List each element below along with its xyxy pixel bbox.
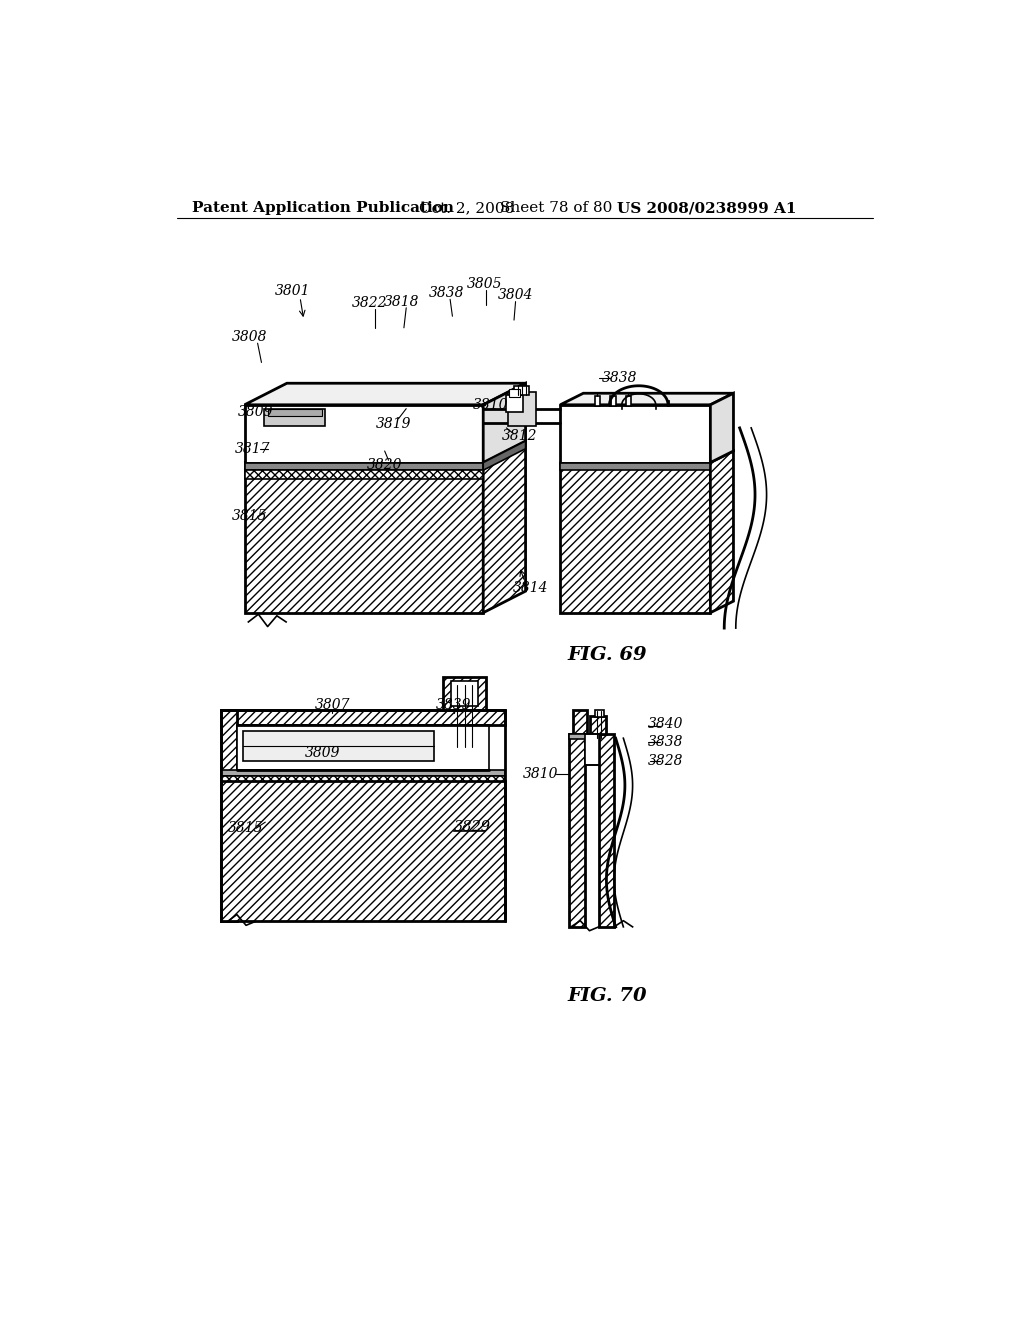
Bar: [514, 385, 529, 395]
Polygon shape: [560, 462, 711, 470]
Text: 3840: 3840: [648, 717, 683, 731]
Text: 3804: 3804: [498, 289, 534, 302]
Text: 3810: 3810: [522, 767, 558, 781]
Text: Oct. 2, 2008: Oct. 2, 2008: [419, 202, 514, 215]
Text: 3808: 3808: [232, 330, 267, 345]
Text: 3815: 3815: [228, 821, 264, 836]
Polygon shape: [483, 441, 525, 612]
Text: 3829: 3829: [454, 820, 490, 834]
Text: FIG. 70: FIG. 70: [568, 987, 647, 1005]
Polygon shape: [560, 405, 711, 462]
Bar: [569, 734, 585, 927]
Text: 3815: 3815: [232, 510, 267, 524]
Bar: [573, 710, 587, 734]
Text: 3818: 3818: [384, 294, 420, 309]
Polygon shape: [560, 393, 733, 405]
Text: 3822: 3822: [351, 296, 387, 310]
Polygon shape: [245, 441, 525, 462]
Bar: [221, 770, 505, 776]
Bar: [221, 780, 505, 921]
Bar: [506, 395, 523, 412]
Bar: [585, 734, 599, 766]
Text: 3812: 3812: [502, 429, 538, 442]
Polygon shape: [245, 470, 483, 479]
Text: 3807: 3807: [314, 698, 350, 711]
Text: 3809: 3809: [305, 746, 341, 760]
Polygon shape: [245, 383, 525, 405]
Text: 3819: 3819: [376, 417, 412, 432]
Bar: [237, 725, 489, 770]
Text: FIG. 69: FIG. 69: [568, 645, 647, 664]
Bar: [243, 731, 434, 760]
Polygon shape: [245, 405, 483, 462]
Polygon shape: [560, 462, 711, 612]
Bar: [267, 409, 322, 416]
Text: 3805: 3805: [467, 277, 503, 290]
Text: 3820: 3820: [367, 458, 402, 471]
Polygon shape: [560, 451, 733, 462]
Text: 3838: 3838: [428, 286, 464, 300]
Bar: [626, 396, 631, 405]
Bar: [443, 677, 485, 710]
Bar: [221, 710, 237, 921]
Text: 3801: 3801: [274, 284, 310, 298]
Polygon shape: [245, 462, 483, 470]
Text: Patent Application Publication: Patent Application Publication: [193, 202, 455, 215]
Bar: [569, 734, 599, 739]
Polygon shape: [711, 451, 733, 612]
Text: 3814: 3814: [513, 581, 549, 595]
Polygon shape: [483, 383, 525, 462]
Bar: [508, 392, 536, 425]
Bar: [509, 389, 520, 397]
Bar: [610, 396, 615, 405]
Text: Sheet 78 of 80: Sheet 78 of 80: [500, 202, 612, 215]
Bar: [599, 734, 614, 927]
Text: 3810: 3810: [472, 397, 508, 412]
Bar: [595, 710, 604, 718]
Text: 3817: 3817: [234, 442, 270, 457]
Bar: [590, 715, 605, 734]
Polygon shape: [711, 393, 733, 462]
Bar: [595, 396, 600, 405]
Text: 3838: 3838: [602, 371, 637, 385]
Bar: [221, 776, 505, 780]
Text: 3809: 3809: [239, 405, 273, 420]
Bar: [221, 710, 505, 725]
Text: US 2008/0238999 A1: US 2008/0238999 A1: [617, 202, 797, 215]
Bar: [264, 409, 326, 425]
Text: 3839: 3839: [436, 698, 472, 711]
Polygon shape: [245, 462, 483, 612]
Text: 3838: 3838: [648, 735, 683, 748]
Polygon shape: [483, 441, 525, 470]
Bar: [451, 681, 478, 706]
Text: 3828: 3828: [648, 754, 683, 767]
